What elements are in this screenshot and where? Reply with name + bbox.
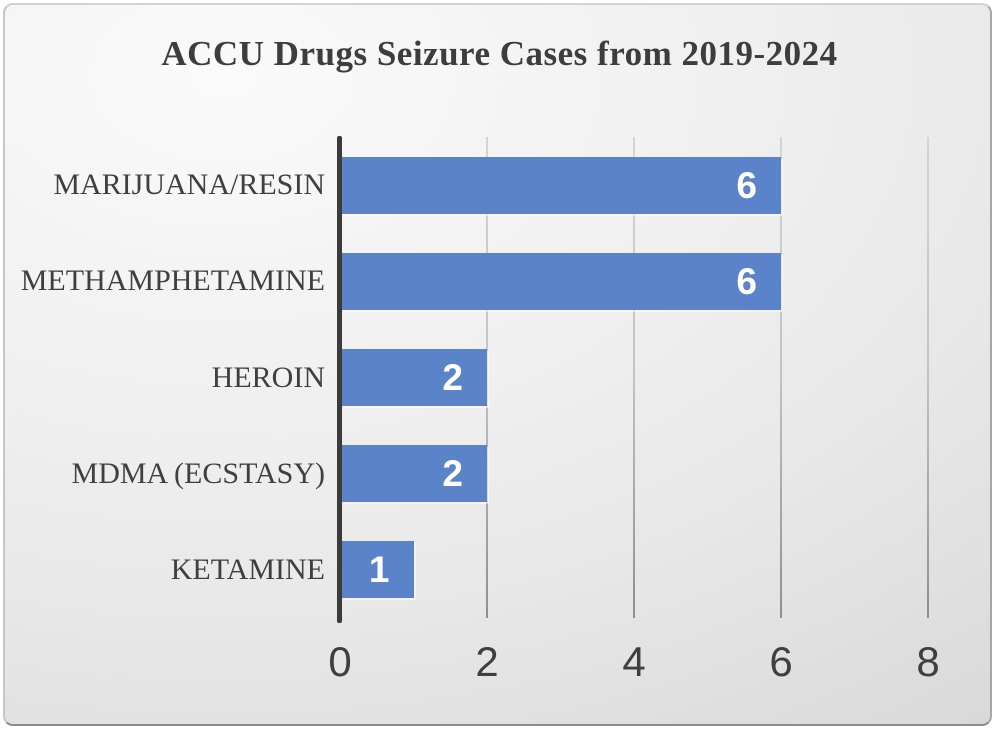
gridline [486, 137, 488, 618]
gridline [633, 137, 635, 618]
gridline [927, 137, 929, 618]
category-label: HEROIN [211, 360, 325, 394]
x-axis-tick-label: 2 [475, 638, 499, 685]
bar[interactable]: 2 [342, 445, 487, 503]
category-label: METHAMPHETAMINE [20, 264, 325, 298]
bar[interactable]: 2 [342, 349, 487, 406]
bar-value-label: 2 [442, 453, 463, 495]
y-axis-line [337, 136, 342, 623]
bar[interactable]: 6 [342, 156, 781, 214]
bar-value-label: 6 [736, 164, 757, 206]
bar-value-label: 1 [368, 549, 390, 591]
chart-frame [3, 3, 992, 726]
x-axis-tick-label: 0 [328, 638, 352, 685]
x-axis-tick-label: 6 [769, 638, 793, 685]
x-axis-tick-label: 4 [622, 638, 646, 685]
category-label: MARIJUANA/RESIN [53, 168, 325, 202]
chart-title: ACCU Drugs Seizure Cases from 2019-2024 [161, 34, 838, 73]
bar-value-label: 2 [442, 357, 463, 398]
bar[interactable]: 1 [342, 541, 414, 599]
category-label: KETAMINE [170, 552, 325, 586]
x-axis-tick-label: 8 [916, 638, 940, 685]
category-label: MDMA (ECSTASY) [71, 456, 325, 490]
gridline [780, 137, 782, 618]
bar[interactable]: 6 [342, 252, 781, 310]
bar-value-label: 6 [736, 260, 757, 302]
